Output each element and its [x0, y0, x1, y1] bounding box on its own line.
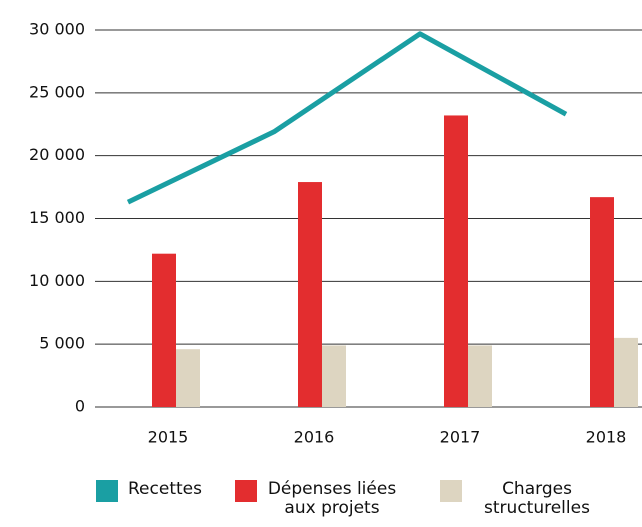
legend-swatch: [440, 480, 462, 502]
line: [126, 31, 568, 205]
legend-item: Charges structurelles: [440, 480, 602, 518]
y-tick-label: 30 000: [29, 20, 85, 39]
chart: 0 5 000 10 000 15 000 20 000 25 000 30 000 2015…: [29, 20, 642, 447]
y-tick-label: 10 000: [29, 271, 85, 290]
legend-item: Recettes: [96, 480, 202, 502]
bar: [444, 115, 468, 407]
y-tick-label: 15 000: [29, 208, 85, 227]
legend-label: Dépenses liées aux projets: [267, 479, 397, 518]
bar: [176, 349, 200, 407]
legend: Recettes Dépenses liées aux projets Charge…: [0, 480, 642, 527]
bar: [614, 337, 638, 407]
bar: [590, 197, 614, 407]
legend-label: Charges structurelles: [484, 479, 590, 518]
bar: [152, 253, 176, 407]
y-tick-label: 5 000: [39, 334, 85, 353]
x-tick-label: 2016: [294, 428, 335, 447]
legend-swatch: [235, 480, 257, 502]
bar: [468, 345, 492, 407]
y-tick-label: 25 000: [29, 82, 85, 101]
legend-swatch: [96, 480, 118, 502]
bar: [322, 345, 346, 407]
x-tick-label: 2017: [440, 428, 481, 447]
bar: [298, 182, 322, 407]
x-tick-label: 2018: [586, 428, 627, 447]
x-tick-label: 2015: [148, 428, 189, 447]
y-tick-label: 0: [75, 397, 85, 416]
legend-label: Recettes: [128, 479, 202, 499]
y-tick-label: 20 000: [29, 145, 85, 164]
legend-item: Dépenses liées aux projets: [235, 480, 397, 518]
